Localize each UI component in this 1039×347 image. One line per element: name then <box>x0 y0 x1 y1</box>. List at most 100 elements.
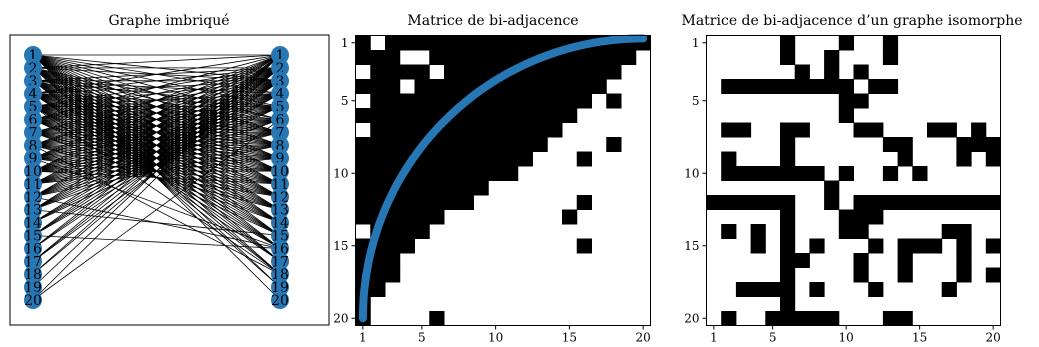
y-tick-label: 1 <box>341 36 349 50</box>
right-node <box>271 97 289 116</box>
right-node <box>271 71 289 90</box>
left-node-label: 16 <box>24 241 42 257</box>
graph-nodes: 1234567891011121314151617181920123456789… <box>24 46 289 309</box>
matrix-cell <box>971 195 987 210</box>
matrix-cell <box>956 151 972 167</box>
matrix-cell <box>458 35 474 51</box>
left-node <box>24 200 42 219</box>
matrix-cell <box>532 64 548 80</box>
left-node-label: 19 <box>24 280 42 296</box>
matrix-cell <box>473 50 489 65</box>
matrix-cell <box>370 195 386 210</box>
panel-isomorphic-matrix: Matrice de bi-adjacence d’un graphe isom… <box>682 13 1023 345</box>
right-node-label: 18 <box>271 267 289 283</box>
matrix-cell <box>562 79 578 94</box>
matrix1-fitted-curve <box>358 34 648 323</box>
right-node-label: 2 <box>276 61 285 77</box>
x-tick-label: 5 <box>418 331 426 345</box>
matrix-cell <box>458 108 474 123</box>
right-node-label: 11 <box>271 177 289 193</box>
matrix-cell <box>735 282 752 297</box>
matrix-cell <box>399 108 415 123</box>
matrix-cell <box>355 35 371 51</box>
left-node-label: 11 <box>24 177 42 193</box>
matrix-cell <box>488 50 504 65</box>
matrix-cell <box>853 64 869 80</box>
matrix-cell <box>853 195 869 210</box>
matrix-cell <box>780 253 796 268</box>
matrix-cell <box>414 209 430 225</box>
matrix-cell <box>780 238 796 254</box>
matrix-cell <box>562 209 578 225</box>
right-node <box>271 149 289 168</box>
matrix-cell <box>547 122 563 138</box>
matrix-cell <box>824 64 840 80</box>
matrix-cell <box>576 50 592 65</box>
left-node <box>24 58 42 77</box>
right-node-label: 19 <box>271 280 289 296</box>
matrix-cell <box>735 79 752 94</box>
matrix-cell <box>532 122 548 138</box>
y-tick-label: 10 <box>684 166 699 180</box>
matrix-cell <box>429 195 445 210</box>
matrix-cell <box>473 64 489 80</box>
matrix-cell <box>532 137 548 152</box>
graph-edge <box>32 119 281 301</box>
matrix-cell <box>721 151 737 167</box>
matrix-cell <box>780 50 796 65</box>
left-node-label: 6 <box>29 112 38 128</box>
matrix-cell <box>385 93 401 109</box>
left-node-label: 18 <box>24 267 42 283</box>
matrix-cell <box>458 166 474 181</box>
matrix-cell <box>868 195 884 210</box>
matrix-cell <box>429 151 445 167</box>
graph-edge <box>32 209 281 236</box>
matrix-cell <box>429 35 445 51</box>
matrix-cell <box>532 35 548 51</box>
matrix-cell <box>414 35 430 51</box>
matrix-cell <box>912 166 928 181</box>
matrix-cell <box>547 93 563 109</box>
matrix-cell <box>780 311 796 326</box>
graph-edge <box>32 54 281 198</box>
matrix-cell <box>941 122 957 138</box>
left-node-label: 2 <box>29 61 38 77</box>
matrix-cell <box>985 238 1001 254</box>
matrix-cell <box>794 79 810 94</box>
matrix-cell <box>735 195 752 210</box>
right-node <box>271 239 289 258</box>
matrix-cell <box>399 180 415 196</box>
matrix-cell <box>458 64 474 80</box>
matrix-cell <box>399 35 415 51</box>
x-tick-label: 20 <box>986 331 1001 345</box>
matrix-cell <box>606 50 622 65</box>
matrix-cell <box>838 108 854 123</box>
matrix-cell <box>897 195 913 210</box>
matrix-cell <box>444 195 460 210</box>
matrix-cell <box>941 195 957 210</box>
matrix-cell <box>606 93 622 109</box>
matrix-cell <box>576 151 592 167</box>
matrix-cell <box>956 238 972 254</box>
matrix-cell <box>414 195 430 210</box>
matrix-cell <box>444 79 460 94</box>
matrix-cell <box>882 35 899 51</box>
matrix-cell <box>765 79 781 94</box>
matrix-cell <box>370 79 386 94</box>
matrix-cell <box>517 35 533 51</box>
matrix-cell <box>399 93 415 109</box>
matrix-cell <box>985 267 1001 283</box>
left-node-label: 4 <box>29 87 38 103</box>
right-node-label: 6 <box>276 112 285 128</box>
matrix-cell <box>385 253 401 268</box>
matrix1-frame <box>355 35 651 326</box>
matrix-cell <box>385 50 401 65</box>
left-node <box>24 265 42 284</box>
matrix-cell <box>809 282 825 297</box>
matrix-cell <box>414 79 430 94</box>
matrix-cell <box>458 79 474 94</box>
matrix-cell <box>956 224 972 239</box>
graph-edge <box>32 54 281 159</box>
left-node-label: 5 <box>29 100 38 116</box>
matrix-cell <box>897 253 913 268</box>
